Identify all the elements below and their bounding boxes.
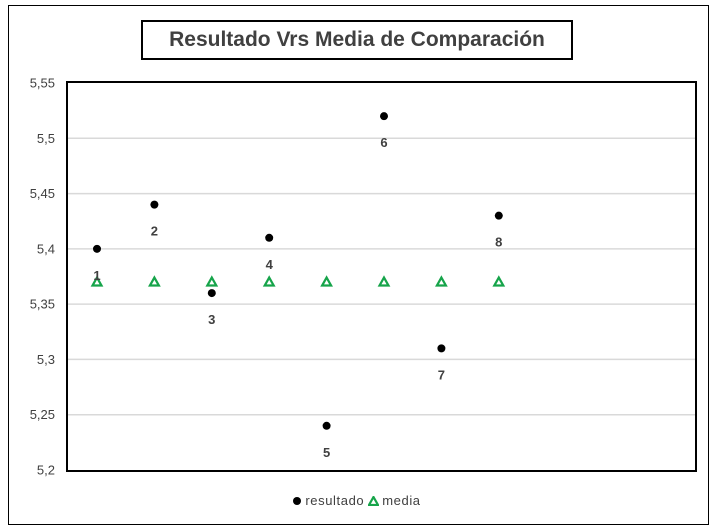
media-marker <box>205 275 219 287</box>
legend-marker-resultado <box>293 496 302 505</box>
resultado-point <box>150 200 159 209</box>
media-marker <box>492 275 506 287</box>
resultado-data-label: 2 <box>151 224 158 239</box>
resultado-data-label: 4 <box>266 257 274 272</box>
resultado-data-label: 6 <box>380 135 387 150</box>
resultado-point <box>322 421 331 430</box>
y-tick-label: 5,3 <box>37 352 55 367</box>
media-marker <box>148 275 161 287</box>
legend-item-resultado: resultado <box>292 493 364 508</box>
y-tick-label: 5,25 <box>30 407 55 422</box>
media-marker <box>320 275 333 287</box>
resultado-point <box>265 233 274 242</box>
legend-item-media: media <box>368 493 420 508</box>
y-tick-label: 5,5 <box>37 131 55 146</box>
legend-label-media: media <box>382 493 421 508</box>
legend-label-resultado: resultado <box>305 493 365 508</box>
y-tick-label: 5,55 <box>30 76 55 91</box>
resultado-data-label: 8 <box>495 235 502 250</box>
resultado-data-label: 7 <box>438 367 445 382</box>
resultado-point <box>93 244 101 253</box>
y-tick-label: 5,35 <box>30 297 55 312</box>
resultado-data-label: 1 <box>93 268 100 283</box>
resultado-point <box>494 211 503 220</box>
media-marker <box>262 275 276 287</box>
y-tick-label: 5,2 <box>37 463 55 478</box>
y-tick-label: 5,4 <box>37 241 55 256</box>
chart-title: Resultado Vrs Media de Comparación <box>141 20 573 60</box>
y-tick-label: 5,45 <box>30 186 55 201</box>
media-marker <box>377 275 391 287</box>
media-marker <box>435 275 448 287</box>
plot-area-border <box>66 81 697 472</box>
chart-frame <box>8 5 709 525</box>
resultado-data-label: 5 <box>323 445 330 460</box>
chart-legend: resultado media <box>0 493 713 508</box>
resultado-point <box>380 112 388 121</box>
resultado-point <box>207 289 216 298</box>
legend-marker-media <box>368 495 380 506</box>
resultado-point <box>437 344 446 353</box>
resultado-data-label: 3 <box>208 312 215 327</box>
media-marker <box>90 275 104 287</box>
